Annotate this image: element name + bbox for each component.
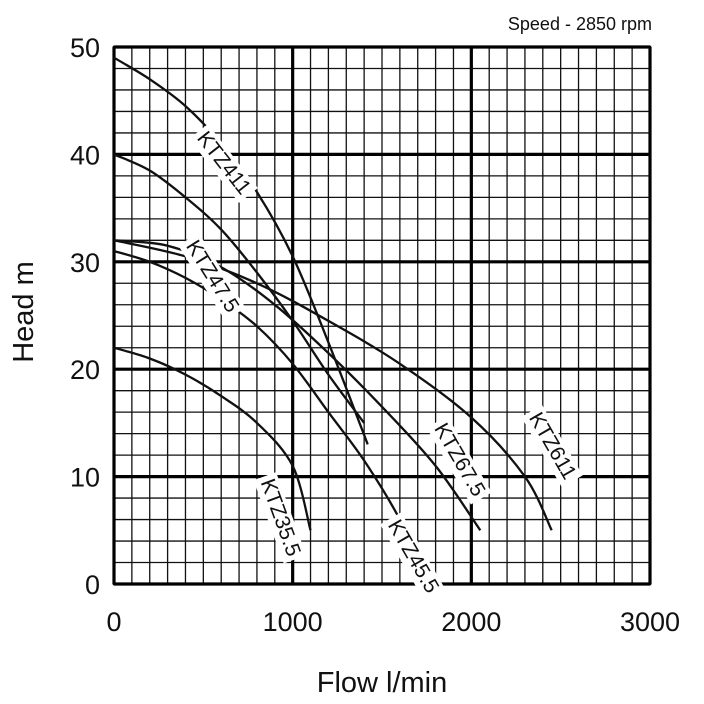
curve-label-text: KTZ67.5 (429, 419, 489, 500)
curve-label-background (253, 472, 307, 564)
curve-label-text: KTZ35.5 (256, 476, 305, 560)
x-axis-label: Flow l/min (317, 667, 448, 699)
curve-ktz67-5 (113, 239, 482, 531)
x-tick-label: 2000 (441, 607, 501, 637)
curve-label-text: KTZ611 (524, 409, 580, 484)
y-tick-label: 50 (70, 33, 100, 63)
curve-label-background (178, 232, 246, 321)
curve-label-background (380, 512, 446, 602)
curve-label-background (521, 405, 583, 488)
x-tick-label: 0 (106, 607, 121, 637)
speed-note: Speed - 2850 rpm (508, 14, 652, 34)
x-tick-label: 3000 (620, 607, 680, 637)
curve-label-background (426, 415, 492, 505)
curve-label-ktz67-5: KTZ67.5 (426, 415, 492, 505)
y-tick-label: 20 (70, 355, 100, 385)
curve-label-background (189, 124, 258, 203)
performance-curves (113, 56, 553, 563)
y-tick-label: 30 (70, 248, 100, 278)
y-axis-label: Head m (8, 261, 40, 363)
curve-ktz45-5 (113, 249, 419, 563)
curve-ktz47-5 (113, 153, 366, 424)
y-tick-label: 40 (70, 140, 100, 170)
tick-labels: 0 1000 2000 3000 0 10 20 30 40 50 (70, 33, 680, 637)
plot-frame (112, 45, 652, 586)
y-tick-label: 10 (70, 463, 100, 493)
grid (112, 45, 652, 586)
y-tick-label: 0 (85, 570, 100, 600)
curve-ktz35-5 (113, 346, 312, 531)
x-tick-label: 1000 (263, 607, 323, 637)
curve-label-ktz35-5: KTZ35.5 (253, 472, 307, 564)
curve-label-ktz411: KTZ411 (189, 124, 258, 203)
curve-label-text: KTZ411 (192, 127, 255, 199)
